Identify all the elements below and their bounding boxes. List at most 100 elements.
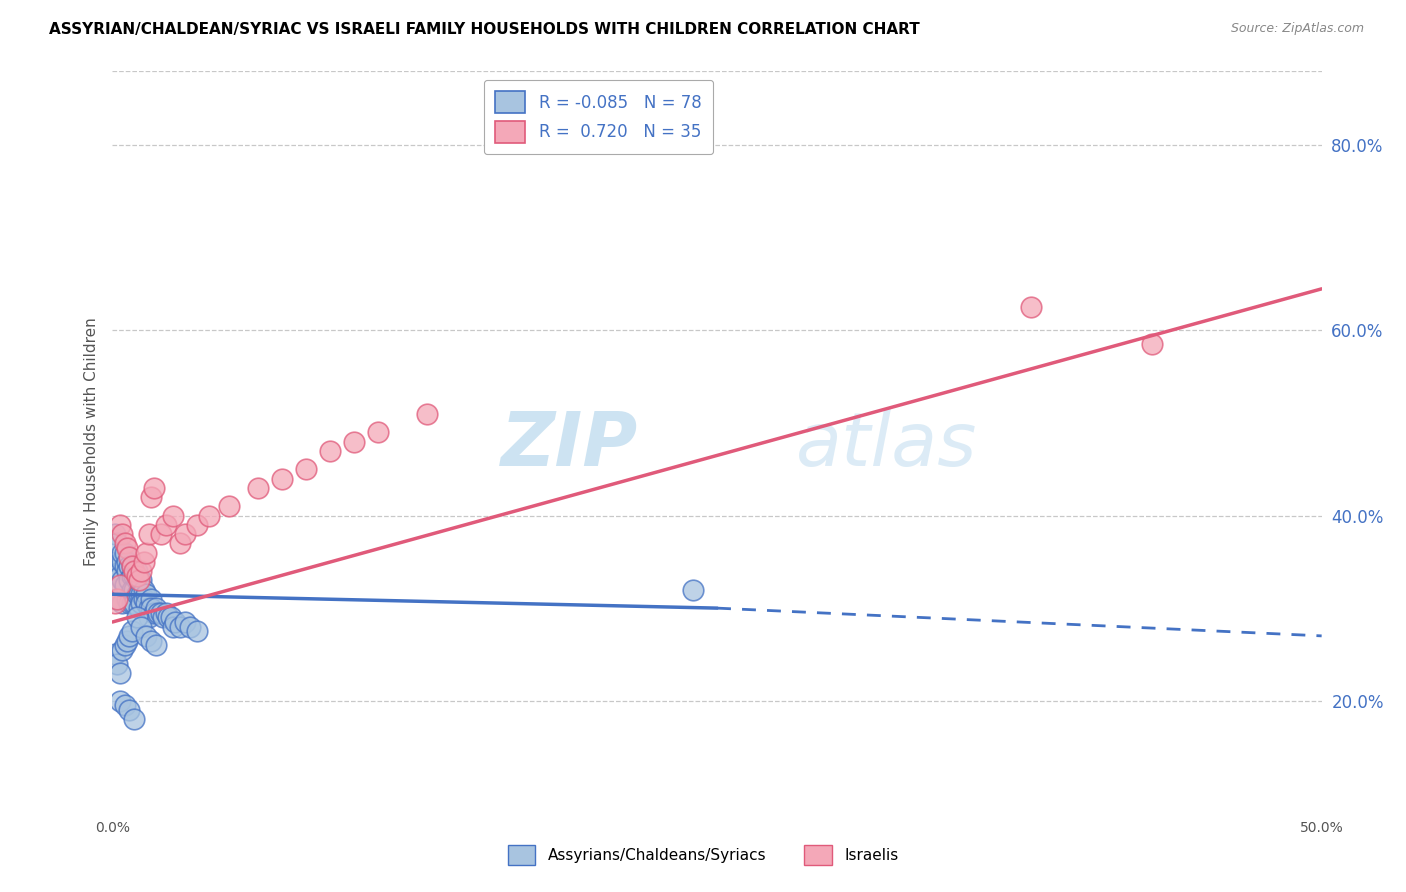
Point	[132, 582, 155, 597]
Point	[141, 633, 163, 648]
Point	[114, 546, 136, 560]
Point	[159, 610, 181, 624]
Point	[118, 629, 141, 643]
Point	[111, 555, 134, 569]
Point	[131, 564, 153, 578]
Point	[198, 508, 221, 523]
Point	[149, 606, 172, 620]
Point	[142, 481, 165, 495]
Point	[131, 597, 153, 611]
Point	[295, 462, 318, 476]
Point	[105, 536, 128, 550]
Point	[122, 712, 145, 726]
Point	[111, 546, 134, 560]
Point	[114, 559, 136, 574]
Point	[135, 629, 157, 643]
Point	[138, 610, 160, 624]
Point	[125, 587, 148, 601]
Point	[108, 564, 131, 578]
Point	[105, 657, 128, 671]
Point	[115, 633, 138, 648]
Point	[319, 443, 342, 458]
Point	[108, 694, 131, 708]
Point	[162, 508, 184, 523]
Point	[128, 601, 150, 615]
Point	[132, 591, 155, 606]
Point	[128, 587, 150, 601]
Point	[141, 490, 163, 504]
Point	[149, 527, 172, 541]
Point	[121, 597, 143, 611]
Point	[128, 574, 150, 588]
Point	[111, 527, 134, 541]
Point	[122, 564, 145, 578]
Point	[142, 606, 165, 620]
Point	[118, 574, 141, 588]
Point	[125, 574, 148, 588]
Point	[122, 597, 145, 611]
Point	[114, 638, 136, 652]
Point	[682, 582, 704, 597]
Point	[186, 624, 208, 639]
Point	[118, 597, 141, 611]
Point	[174, 527, 197, 541]
Point	[131, 619, 153, 633]
Point	[122, 568, 145, 582]
Point	[145, 601, 167, 615]
Point	[108, 591, 131, 606]
Point	[218, 500, 240, 514]
Point	[179, 619, 201, 633]
Point	[108, 517, 131, 532]
Point	[121, 559, 143, 574]
Point	[125, 610, 148, 624]
Point	[131, 574, 153, 588]
Point	[155, 517, 177, 532]
Point	[131, 587, 153, 601]
Point	[104, 597, 127, 611]
Point	[105, 591, 128, 606]
Point	[108, 568, 131, 582]
Point	[114, 578, 136, 592]
Text: ZIP: ZIP	[501, 409, 638, 482]
Point	[270, 471, 292, 485]
Point	[105, 591, 128, 606]
Point	[121, 582, 143, 597]
Point	[165, 615, 187, 629]
Point	[186, 517, 208, 532]
Y-axis label: Family Households with Children: Family Households with Children	[83, 318, 98, 566]
Point	[135, 587, 157, 601]
Text: Source: ZipAtlas.com: Source: ZipAtlas.com	[1230, 22, 1364, 36]
Point	[115, 541, 138, 555]
Point	[121, 624, 143, 639]
Point	[138, 527, 160, 541]
Point	[118, 550, 141, 565]
Point	[246, 481, 269, 495]
Point	[121, 568, 143, 582]
Point	[343, 434, 366, 449]
Point	[128, 574, 150, 588]
Point	[111, 642, 134, 657]
Point	[115, 564, 138, 578]
Point	[121, 559, 143, 574]
Point	[1142, 337, 1164, 351]
Point	[155, 606, 177, 620]
Point	[108, 578, 131, 592]
Text: ASSYRIAN/CHALDEAN/SYRIAC VS ISRAELI FAMILY HOUSEHOLDS WITH CHILDREN CORRELATION : ASSYRIAN/CHALDEAN/SYRIAC VS ISRAELI FAMI…	[49, 22, 920, 37]
Point	[145, 638, 167, 652]
Point	[135, 597, 157, 611]
Point	[104, 527, 127, 541]
Point	[174, 615, 197, 629]
Text: atlas: atlas	[796, 409, 977, 482]
Point	[104, 648, 127, 662]
Point	[108, 555, 131, 569]
Point	[367, 425, 389, 440]
Legend: R = -0.085   N = 78, R =  0.720   N = 35: R = -0.085 N = 78, R = 0.720 N = 35	[484, 79, 713, 154]
Point	[111, 597, 134, 611]
Legend: Assyrians/Chaldeans/Syriacs, Israelis: Assyrians/Chaldeans/Syriacs, Israelis	[502, 839, 904, 871]
Point	[104, 564, 127, 578]
Point	[125, 568, 148, 582]
Point	[141, 591, 163, 606]
Point	[169, 536, 191, 550]
Point	[111, 574, 134, 588]
Point	[118, 703, 141, 717]
